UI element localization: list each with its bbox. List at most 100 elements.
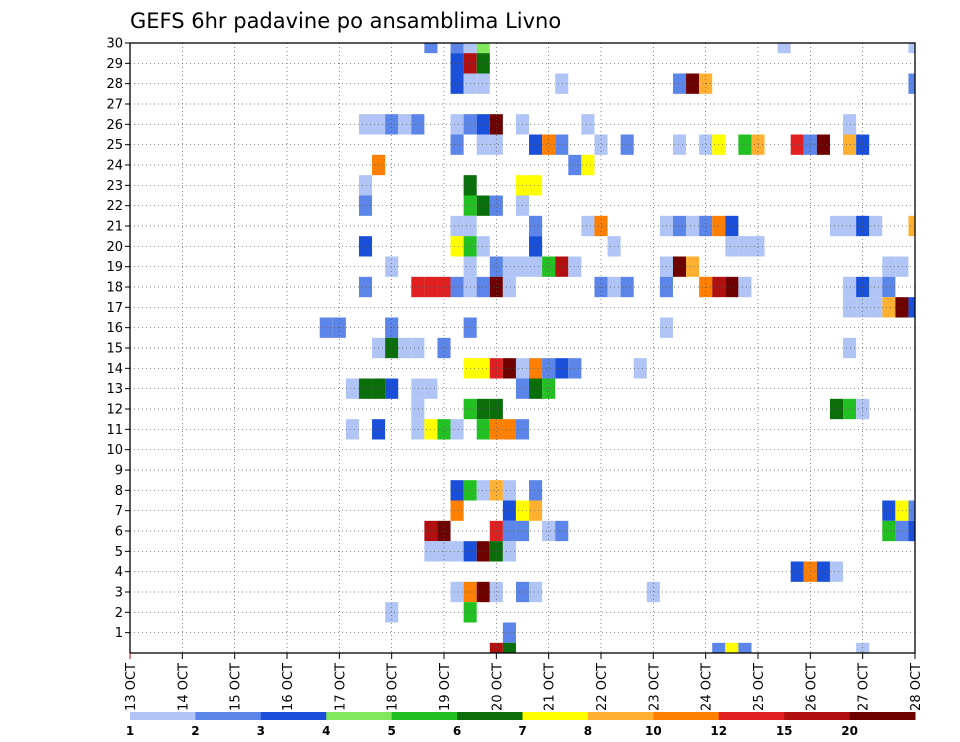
cell-m12-t159	[829, 398, 844, 420]
cell-m4-t205	[790, 561, 804, 582]
cell-m5-t200	[450, 541, 464, 562]
cell-m14-t138	[489, 358, 503, 379]
cell-m8-t176	[502, 480, 516, 501]
cell-m3-t211	[476, 581, 490, 603]
cell-m23-t50	[358, 175, 373, 196]
cell-m13-t149	[385, 378, 399, 399]
y-tick-label-29: 29	[106, 57, 123, 72]
cell-m14-t142	[542, 358, 556, 379]
cell-m30-t2	[463, 43, 477, 54]
y-tick-label-20: 20	[106, 240, 123, 255]
cell-m25-t36	[620, 134, 634, 155]
cell-m25-t38	[699, 134, 713, 155]
cell-m20-t79	[529, 236, 543, 257]
legend-swatch-0	[130, 712, 196, 720]
y-tick-label-18: 18	[106, 281, 123, 296]
legend-label-2: 2	[191, 724, 199, 738]
cell-m4-t207	[816, 561, 830, 582]
y-tick-label-2: 2	[115, 606, 123, 621]
legend-label-5: 5	[387, 724, 395, 738]
heatmap-cells	[319, 43, 915, 653]
x-tick-label-9: 22 OCT	[595, 663, 610, 711]
legend-label-3: 3	[257, 724, 265, 738]
cell-m19-t91	[555, 256, 569, 277]
cell-m19-t90	[542, 256, 556, 277]
y-tick-label-4: 4	[115, 565, 123, 580]
cell-m6-t195	[908, 520, 915, 542]
cell-m20-t81	[725, 236, 739, 257]
x-tick-label-4: 17 OCT	[333, 663, 348, 711]
cell-m11-t168	[476, 419, 490, 440]
cell-m19-t89	[529, 256, 543, 277]
cell-m8-t175	[489, 480, 503, 501]
y-tick-label-17: 17	[106, 301, 123, 316]
cell-m12-t155	[411, 398, 425, 420]
cell-m25-t34	[555, 134, 569, 155]
legend-label-7: 7	[518, 724, 526, 738]
cell-m26-t22	[450, 114, 464, 135]
cell-m14-t137	[476, 358, 490, 379]
legend-swatch-6	[522, 712, 589, 720]
cell-m25-t31	[489, 134, 503, 155]
legend-swatch-8	[653, 712, 720, 720]
cell-m17-t121	[908, 297, 915, 318]
cell-m25-t44	[816, 134, 830, 155]
cell-m0-t223	[502, 642, 516, 653]
cell-m17-t119	[882, 297, 896, 318]
cell-m25-t29	[450, 134, 464, 155]
legend-swatch-11	[849, 712, 916, 720]
cell-m15-t135	[843, 337, 857, 359]
y-tick-label-11: 11	[106, 423, 123, 438]
y-tick-label-25: 25	[106, 138, 123, 153]
y-tick-label-22: 22	[106, 199, 123, 214]
cell-m8-t174	[476, 480, 490, 501]
legend-label-10: 10	[645, 724, 662, 738]
cell-m11-t170	[502, 419, 516, 440]
cell-m7-t179	[502, 500, 516, 521]
legend-swatch-1	[195, 712, 262, 720]
cell-m25-t37	[672, 134, 687, 155]
y-axis-ticks: 1234567891011121314151617181920212223242…	[106, 37, 130, 641]
cell-m17-t124	[869, 297, 883, 318]
cell-m7-t181	[529, 500, 543, 521]
cell-m12-t157	[476, 398, 490, 420]
cell-m19-t87	[502, 256, 516, 277]
legend-label-8: 8	[584, 724, 592, 738]
cell-m22-t57	[489, 195, 503, 216]
cell-m14-t145	[633, 358, 647, 379]
y-tick-label-6: 6	[115, 525, 123, 540]
cell-m19-t95	[686, 256, 700, 277]
y-tick-label-7: 7	[115, 504, 123, 519]
cell-m25-t45	[843, 134, 857, 155]
cell-m24-t48	[581, 154, 595, 176]
cell-m14-t141	[529, 358, 543, 379]
cell-m18-t113	[725, 276, 739, 298]
legend-swatch-9	[718, 712, 785, 720]
cell-m0-t224	[712, 642, 726, 653]
x-tick-label-7: 20 OCT	[490, 663, 505, 711]
cell-m25-t40	[738, 134, 752, 155]
y-tick-label-28: 28	[106, 77, 123, 92]
y-tick-label-27: 27	[106, 98, 123, 113]
x-tick-label-0: 13 OCT	[124, 663, 139, 711]
cell-m12-t160	[843, 398, 857, 420]
cell-m21-t61	[529, 215, 543, 237]
cell-m30-t5	[908, 43, 915, 54]
cell-m11-t162	[345, 419, 359, 440]
legend-label-6: 6	[453, 724, 461, 738]
x-tick-label-11: 24 OCT	[700, 663, 715, 711]
y-tick-label-24: 24	[106, 159, 123, 174]
cell-m26-t24	[476, 114, 490, 135]
legend-swatch-3	[326, 712, 393, 720]
cell-m8-t172	[450, 480, 464, 501]
cell-m26-t21	[411, 114, 425, 135]
cell-m13-t146	[345, 378, 359, 399]
cell-m28-t16	[908, 73, 915, 94]
y-tick-label-21: 21	[106, 220, 123, 235]
cell-m18-t117	[869, 276, 883, 298]
cell-m6-t189	[502, 520, 516, 542]
x-tick-label-5: 18 OCT	[386, 663, 401, 711]
cell-m11-t164	[411, 419, 425, 440]
legend-swatch-5	[457, 712, 523, 720]
